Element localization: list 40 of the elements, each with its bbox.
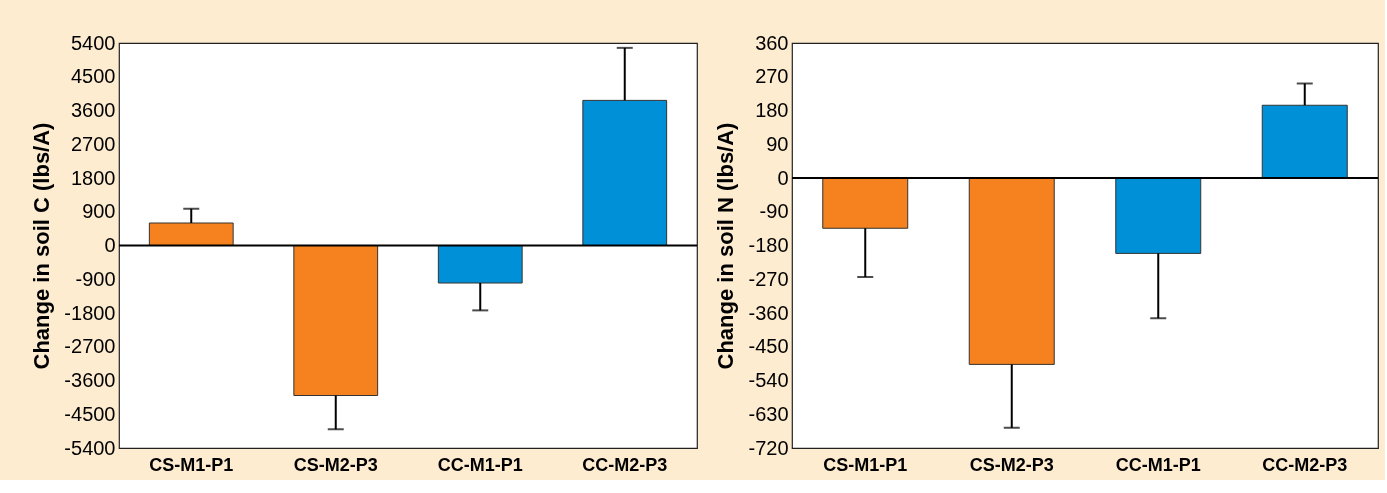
y-tick-label: -360	[748, 301, 789, 324]
y-tick-label: -450	[748, 335, 789, 358]
y-tick-label: -270	[748, 267, 789, 290]
y-tick-label: 180	[755, 99, 789, 121]
y-tick-label: 5400	[71, 31, 116, 54]
y-tick-label: -3600	[64, 369, 116, 391]
y-tick-label: -540	[748, 369, 789, 391]
x-tick-label: CC-M2-P3	[1262, 454, 1348, 475]
y-tick-label: -720	[748, 436, 789, 459]
x-tick-label: CS-M1-P1	[823, 454, 908, 475]
y-tick-label: -1800	[64, 301, 116, 324]
y-tick-label: 270	[755, 65, 789, 88]
y-tick-label: -90	[759, 200, 789, 223]
bar	[437, 245, 523, 284]
y-tick-label: -5400	[64, 436, 116, 459]
y-axis-title: Change in soil C (lbs/A)	[29, 122, 55, 370]
x-tick-label: CC-M1-P1	[437, 454, 523, 475]
y-tick-label: -900	[75, 267, 116, 290]
bar	[148, 222, 234, 246]
y-tick-label: 0	[104, 234, 116, 256]
y-tick-label: 900	[82, 200, 116, 223]
y-tick-label: -4500	[64, 402, 116, 425]
y-axis-title: Change in soil N (lbs/A)	[713, 122, 739, 370]
y-tick-label: -2700	[64, 335, 116, 358]
y-tick-label: 1800	[71, 166, 116, 189]
x-tick-label: CC-M1-P1	[1115, 454, 1201, 475]
x-tick-label: CS-M1-P1	[149, 454, 234, 475]
x-tick-label: CS-M2-P3	[969, 454, 1054, 475]
y-tick-label: -630	[748, 402, 789, 425]
y-tick-label: 360	[755, 31, 789, 54]
bar	[293, 245, 379, 396]
y-tick-label: 90	[766, 132, 789, 155]
x-tick-label: CC-M2-P3	[582, 454, 668, 475]
y-tick-label: 4500	[71, 65, 116, 88]
y-tick-label: -180	[748, 234, 789, 256]
bar	[582, 99, 668, 246]
y-tick-label: 2700	[71, 132, 116, 155]
y-tick-label: 0	[777, 166, 789, 189]
x-tick-label: CS-M2-P3	[293, 454, 378, 475]
y-tick-label: 3600	[71, 99, 116, 121]
